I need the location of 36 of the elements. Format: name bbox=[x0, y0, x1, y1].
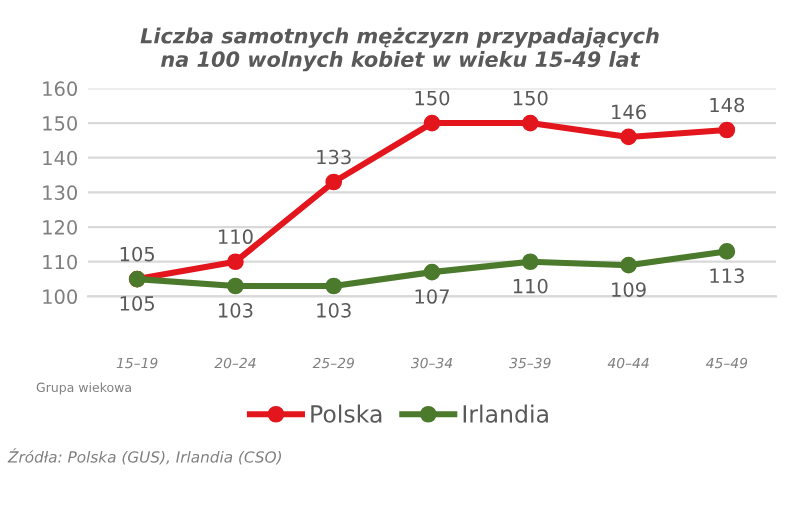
y-tick-label: 120 bbox=[43, 220, 77, 235]
data-label: 133 bbox=[317, 149, 351, 165]
point bbox=[227, 253, 244, 271]
point bbox=[620, 256, 637, 274]
point bbox=[325, 173, 343, 191]
data-label: 146 bbox=[612, 104, 646, 120]
data-label: 109 bbox=[612, 282, 646, 297]
data-label: 150 bbox=[415, 90, 450, 106]
data-label: 103 bbox=[317, 303, 351, 318]
y-tick-label: 160 bbox=[43, 81, 77, 97]
point bbox=[521, 253, 539, 271]
point bbox=[325, 277, 343, 295]
y-tick-label: 110 bbox=[43, 254, 77, 270]
data-label: 107 bbox=[415, 289, 449, 304]
data-label: 110 bbox=[513, 278, 548, 294]
point bbox=[423, 114, 441, 132]
y-tick-label: 100 bbox=[43, 289, 77, 305]
point bbox=[521, 114, 539, 132]
data-label: 148 bbox=[710, 97, 745, 113]
data-label: 113 bbox=[710, 268, 744, 284]
legend-label: Irlandia bbox=[463, 404, 548, 423]
chart-title: Liczba samotnych mężczyzn przypadających na 100 wolnych kobiet w wieku 15-49 lat bbox=[140, 27, 659, 72]
point bbox=[718, 243, 736, 260]
data-label: 105 bbox=[120, 246, 154, 262]
data-label: 103 bbox=[219, 303, 253, 318]
y-tick-label: 150 bbox=[43, 116, 77, 131]
legend-label: Polska bbox=[311, 404, 382, 423]
y-tick-label: 140 bbox=[43, 150, 77, 166]
data-label: 110 bbox=[219, 229, 253, 245]
data-label: 105 bbox=[120, 296, 154, 311]
point bbox=[718, 121, 736, 139]
point bbox=[423, 263, 441, 281]
point bbox=[620, 128, 637, 146]
point bbox=[227, 277, 244, 295]
data-label: 150 bbox=[513, 90, 548, 106]
y-tick-label: 130 bbox=[43, 185, 77, 201]
